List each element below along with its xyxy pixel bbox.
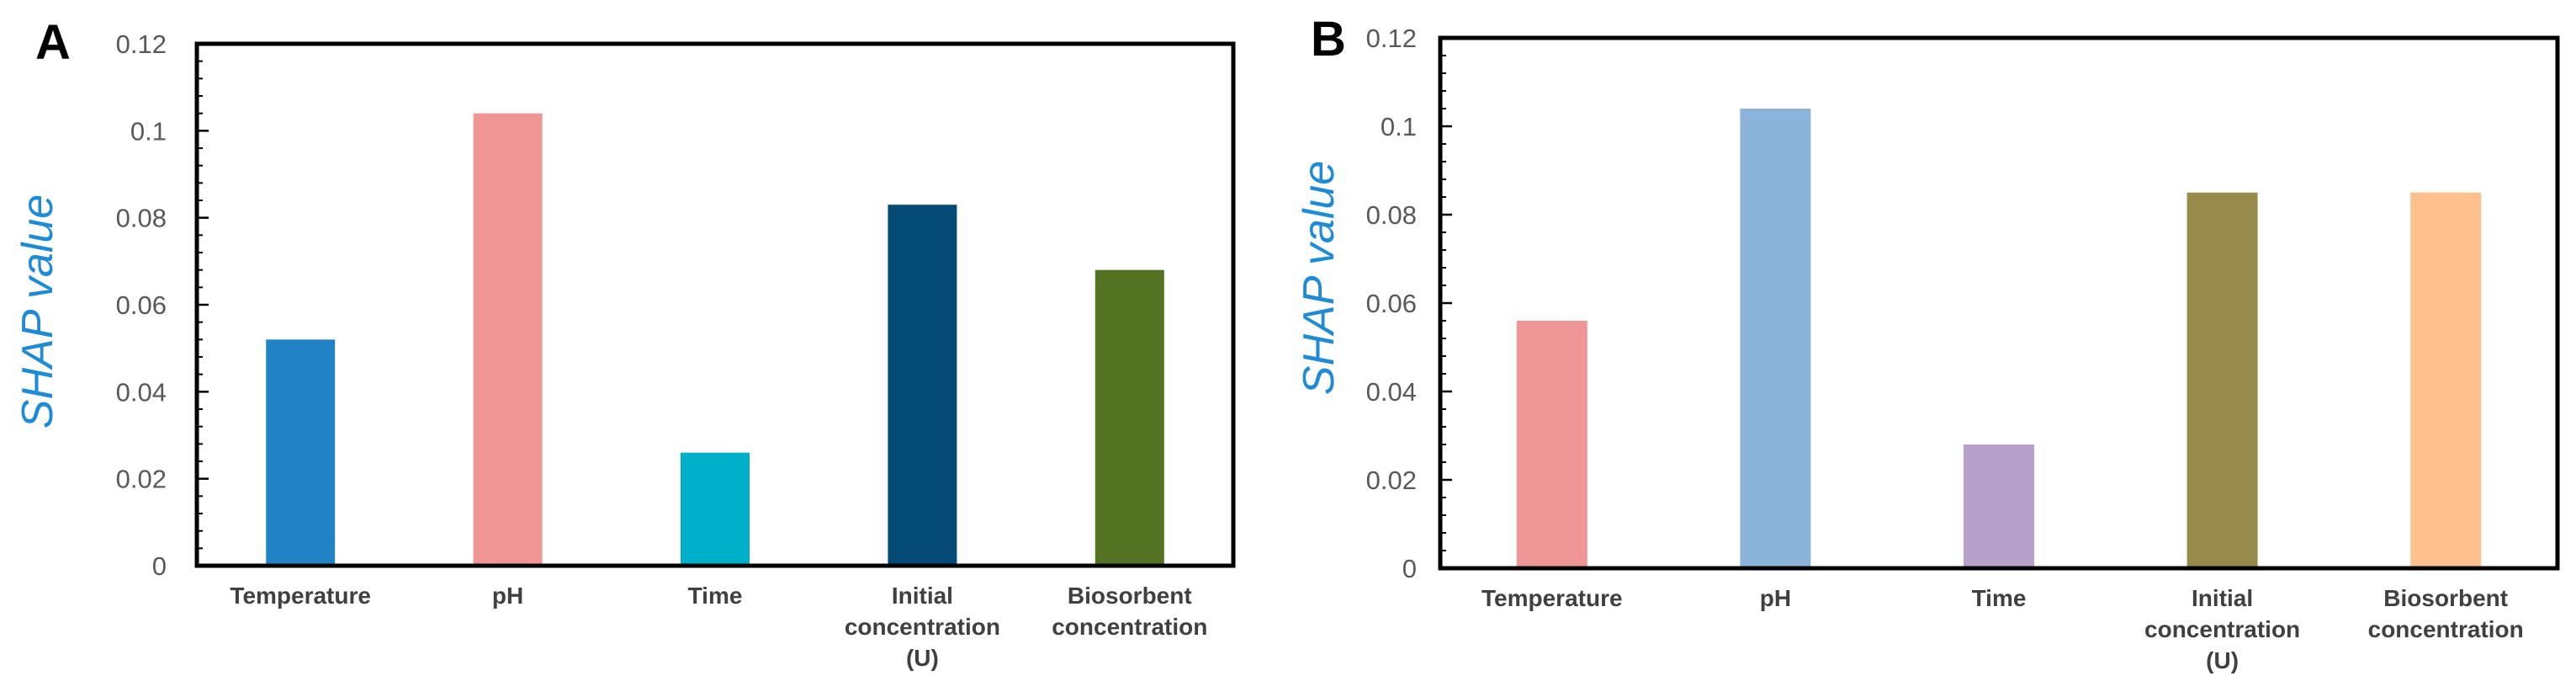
bar-initial-concentration-u xyxy=(2186,192,2258,568)
bar-initial-concentration-u xyxy=(888,205,957,566)
panel-letter: B xyxy=(1311,12,1346,67)
bar-temperature xyxy=(266,339,336,566)
y-tick-label: 0.1 xyxy=(130,116,167,146)
y-tick-label: 0.12 xyxy=(1366,24,1417,53)
bar-biosorbent-concentration xyxy=(1095,269,1164,566)
x-tick-label: pH xyxy=(1760,585,1791,611)
chart-panel-b: B SHAP value 0 0.02 0.04 0.06 0.08 0.1 0.12 Tempe… xyxy=(1295,12,2560,673)
x-tick-label: Time xyxy=(1972,585,2027,611)
y-tick-label: 0.1 xyxy=(1381,112,1417,141)
y-tick-label: 0.06 xyxy=(1366,289,1417,318)
plot-frame xyxy=(1438,35,2560,571)
bar-temperature xyxy=(1516,321,1587,568)
y-axis-title: SHAP value xyxy=(1295,161,1344,395)
y-tick-label: 0 xyxy=(1402,554,1417,583)
chart-panel-a: A SHAP value 0 0.02 0.04 0.06 0.08 0.1 0.12 Tempe… xyxy=(13,15,1236,671)
bar-biosorbent-concentration xyxy=(2410,192,2482,568)
y-tick-label: 0.06 xyxy=(116,290,167,320)
x-tick-label: Biosorbent concentration xyxy=(1052,583,1207,640)
y-tick-label: 0.04 xyxy=(116,377,167,407)
bar-time xyxy=(1964,444,2034,568)
x-tick-label: Initial concentration (U) xyxy=(845,583,1000,671)
y-tick-label: 0 xyxy=(152,551,167,581)
y-tick-label: 0.02 xyxy=(116,465,167,494)
y-tick-label: 0.02 xyxy=(1366,466,1417,495)
y-tick-label: 0.04 xyxy=(1366,377,1417,407)
x-tick-label: Temperature xyxy=(1481,585,1623,611)
y-axis-title: SHAP value xyxy=(13,194,62,429)
x-tick-label: pH xyxy=(492,583,523,609)
y-tick-label: 0.08 xyxy=(116,204,167,233)
plot-frame xyxy=(194,41,1236,568)
x-tick-label: Initial concentration (U) xyxy=(2144,585,2300,673)
panel-letter: A xyxy=(35,15,71,70)
bar-ph xyxy=(1740,109,1811,568)
bar-time xyxy=(681,452,750,566)
x-tick-label: Temperature xyxy=(230,583,371,609)
bar-ph xyxy=(473,113,543,566)
y-tick-label: 0.08 xyxy=(1366,200,1417,230)
x-tick-label: Biosorbent concentration xyxy=(2368,585,2524,642)
x-tick-label: Time xyxy=(688,583,743,609)
y-tick-label: 0.12 xyxy=(116,29,167,59)
